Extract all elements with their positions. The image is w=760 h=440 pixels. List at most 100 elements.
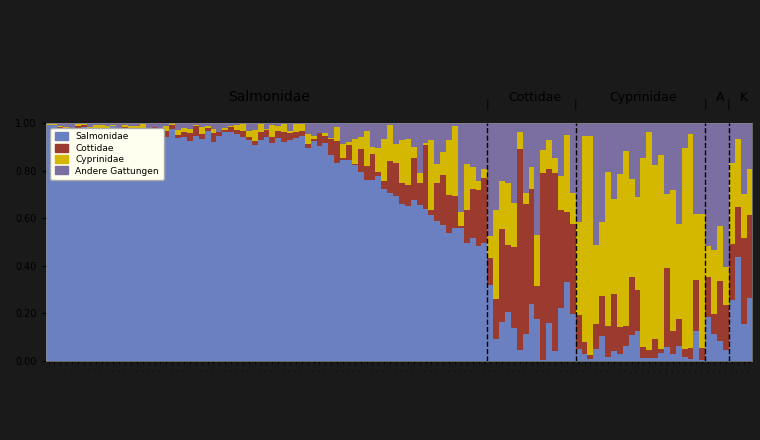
Bar xyxy=(470,238,476,361)
Text: Salmonidae: Salmonidae xyxy=(229,90,310,104)
Bar xyxy=(546,323,552,361)
Bar xyxy=(134,128,140,130)
Bar xyxy=(717,341,723,361)
Bar xyxy=(416,183,423,205)
Bar xyxy=(676,346,682,361)
Bar xyxy=(735,257,740,361)
Bar xyxy=(682,356,688,361)
Bar xyxy=(387,125,393,161)
Bar xyxy=(416,123,423,173)
Bar xyxy=(169,123,175,125)
Bar xyxy=(740,194,746,238)
Bar xyxy=(740,123,746,194)
Bar xyxy=(575,123,581,222)
Bar xyxy=(346,160,352,361)
Bar xyxy=(169,125,175,128)
Bar xyxy=(605,172,611,326)
Bar xyxy=(622,346,629,361)
Bar xyxy=(452,196,458,228)
Text: Cyprinidae: Cyprinidae xyxy=(610,91,677,104)
Bar xyxy=(476,246,482,361)
Bar xyxy=(682,123,688,148)
Bar xyxy=(693,214,699,280)
Bar xyxy=(670,354,676,361)
Bar xyxy=(157,123,163,130)
Bar xyxy=(688,348,693,359)
Bar xyxy=(705,317,711,361)
Bar xyxy=(594,349,599,361)
Bar xyxy=(175,138,181,361)
Bar xyxy=(699,348,705,360)
Bar xyxy=(611,351,617,361)
Bar xyxy=(570,314,575,361)
Bar xyxy=(393,163,399,196)
Bar xyxy=(163,126,169,131)
Bar xyxy=(405,184,410,206)
Bar xyxy=(293,124,299,132)
Bar xyxy=(228,126,234,127)
Bar xyxy=(311,139,316,141)
Bar xyxy=(163,123,169,126)
Bar xyxy=(181,137,187,361)
Bar xyxy=(564,282,570,361)
Text: |: | xyxy=(574,99,578,109)
Bar xyxy=(217,123,222,132)
Bar xyxy=(664,194,670,268)
Bar xyxy=(293,123,299,124)
Bar xyxy=(699,214,705,348)
Bar xyxy=(729,163,735,244)
Bar xyxy=(594,245,599,324)
Bar xyxy=(311,123,316,136)
Bar xyxy=(187,133,193,140)
Bar xyxy=(611,123,617,199)
Bar xyxy=(658,123,664,155)
Bar xyxy=(393,123,399,144)
Bar xyxy=(499,229,505,322)
Bar xyxy=(382,189,387,361)
Bar xyxy=(222,123,228,128)
Bar xyxy=(646,132,652,349)
Bar xyxy=(652,165,658,339)
Bar xyxy=(58,123,63,126)
Bar xyxy=(146,123,151,132)
Bar xyxy=(635,123,641,197)
Bar xyxy=(552,123,558,158)
Bar xyxy=(723,123,729,267)
Bar xyxy=(446,123,452,140)
Bar xyxy=(69,134,75,361)
Bar xyxy=(87,123,93,127)
Bar xyxy=(435,183,440,220)
Bar xyxy=(204,126,211,128)
Bar xyxy=(305,144,311,148)
Bar xyxy=(528,123,534,167)
Bar xyxy=(546,140,552,169)
Bar xyxy=(199,139,204,361)
Bar xyxy=(275,123,281,126)
Bar xyxy=(470,123,476,167)
Bar xyxy=(199,134,204,139)
Bar xyxy=(240,123,245,124)
Bar xyxy=(546,169,552,323)
Bar xyxy=(641,347,646,358)
Bar xyxy=(429,140,435,210)
Bar xyxy=(528,167,534,189)
Bar xyxy=(575,315,581,348)
Bar xyxy=(534,123,540,235)
Bar xyxy=(334,141,340,163)
Bar xyxy=(558,308,564,361)
Bar xyxy=(599,296,605,336)
Bar xyxy=(676,224,682,319)
Bar xyxy=(534,319,540,361)
Bar xyxy=(564,213,570,282)
Bar xyxy=(564,135,570,213)
Bar xyxy=(482,169,487,178)
Bar xyxy=(652,339,658,358)
Bar xyxy=(134,123,140,126)
Bar xyxy=(729,244,735,300)
Bar xyxy=(358,172,363,361)
Bar xyxy=(499,322,505,361)
Bar xyxy=(670,190,676,331)
Bar xyxy=(446,233,452,361)
Bar xyxy=(440,123,446,152)
Bar xyxy=(517,149,523,350)
